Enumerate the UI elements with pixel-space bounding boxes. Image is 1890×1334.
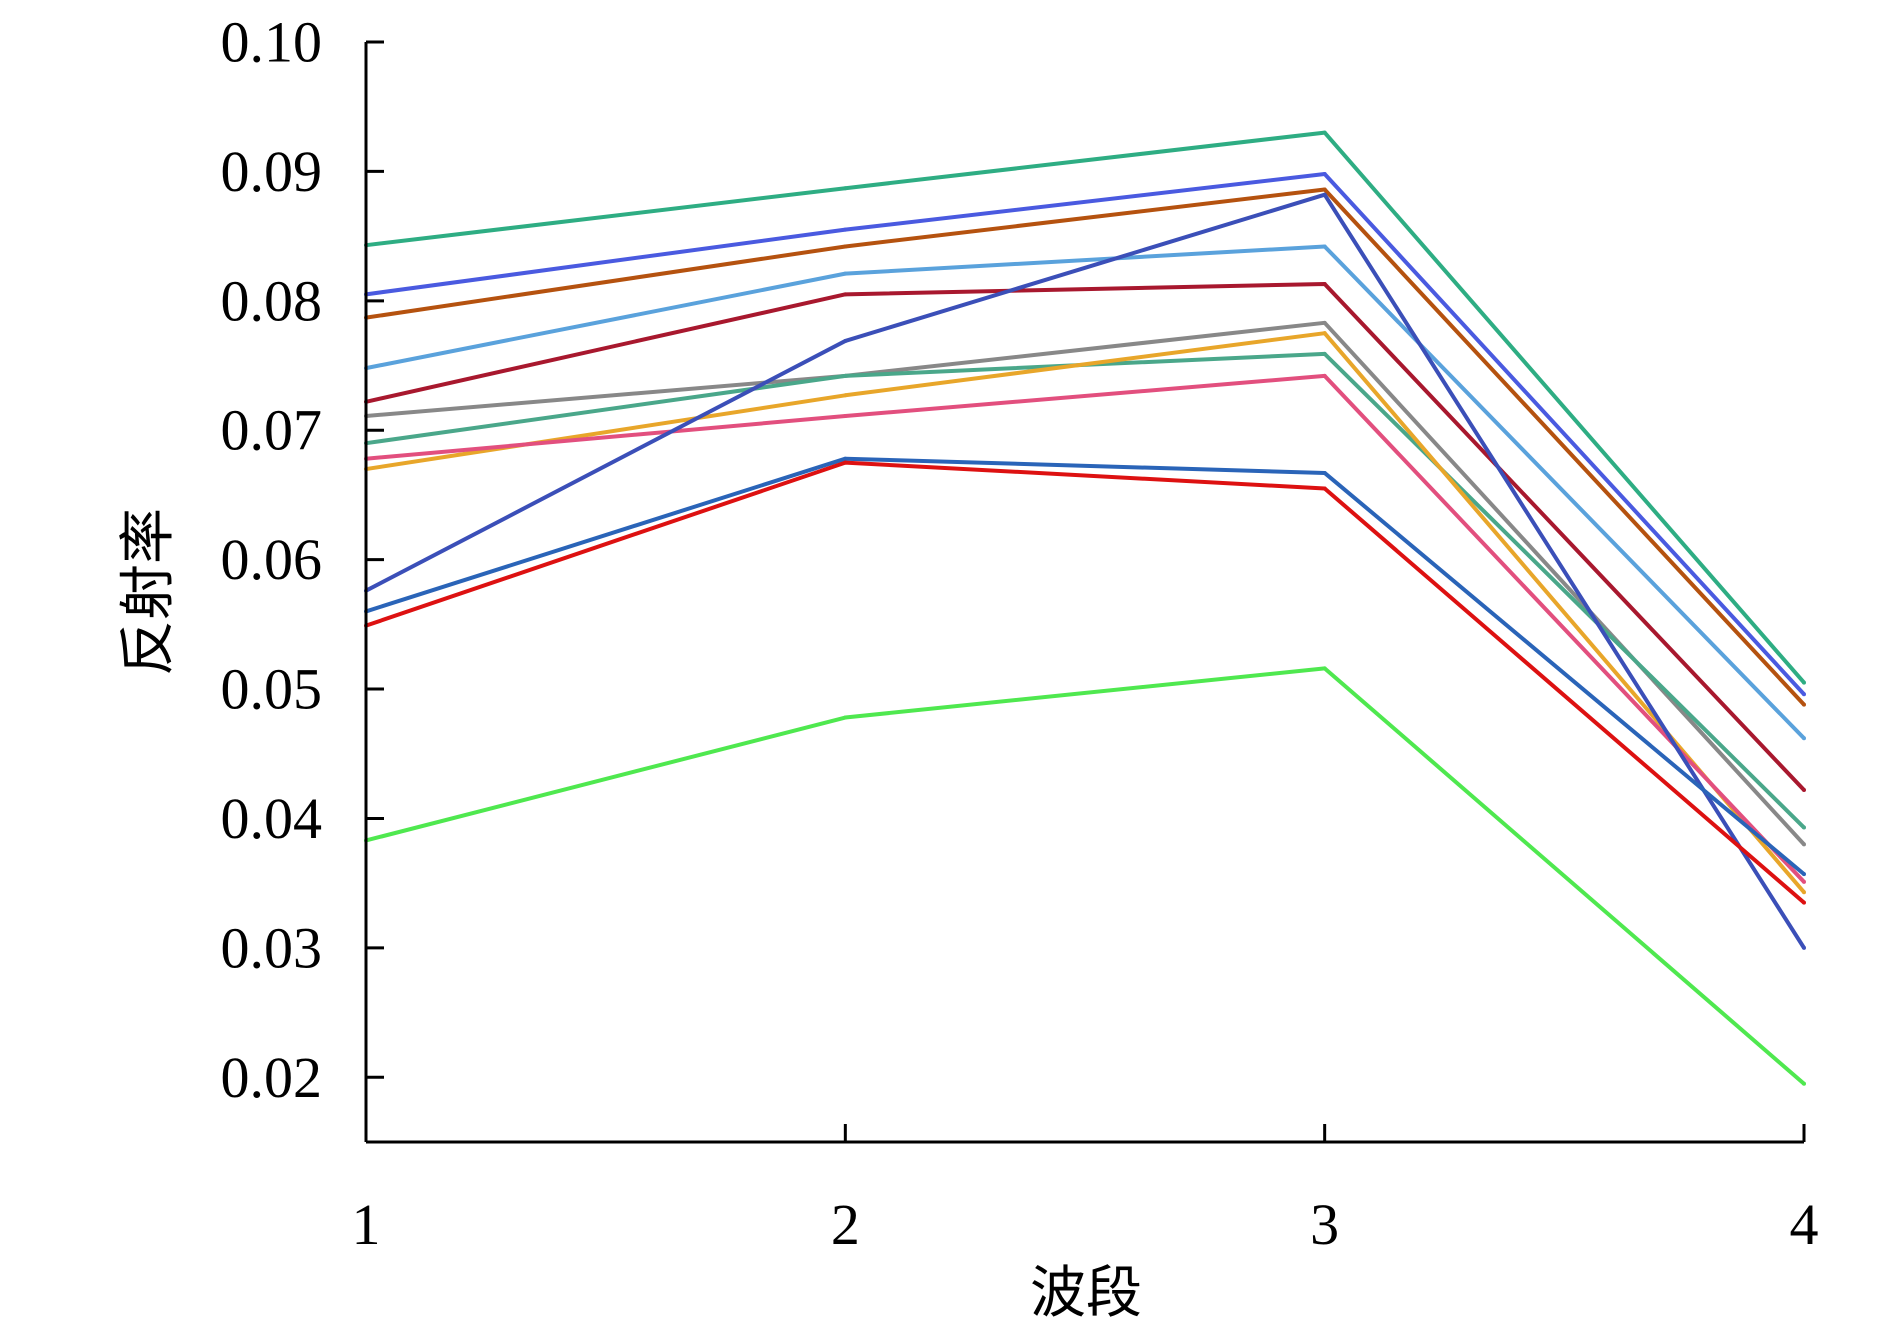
series-6	[364, 320, 1806, 847]
data-point	[1802, 900, 1806, 905]
series-7	[364, 351, 1806, 830]
series-line	[365, 456, 1806, 876]
data-point	[1322, 486, 1327, 491]
x-tick-label: 1	[352, 1192, 381, 1257]
series-1	[364, 130, 1806, 685]
y-tick-label: 0.03	[221, 915, 323, 980]
data-point	[843, 338, 848, 343]
data-point	[1322, 282, 1327, 286]
series-line	[365, 187, 1806, 706]
x-axis-title: 波段	[1030, 1261, 1142, 1326]
data-point	[1322, 172, 1327, 176]
series-line	[365, 282, 1806, 792]
data-point	[843, 186, 848, 191]
x-tick-label: 2	[831, 1192, 860, 1257]
y-tick-label: 0.02	[221, 1045, 323, 1110]
series-line	[365, 320, 1806, 846]
y-tick-label: 0.06	[221, 527, 323, 592]
y-axis-title: 反射率	[116, 508, 181, 676]
series-line	[365, 666, 1806, 1086]
series-line	[365, 244, 1806, 740]
data-point	[843, 715, 848, 720]
y-tick-label: 0.08	[221, 268, 323, 333]
series-line	[365, 192, 1806, 949]
series-13	[364, 666, 1806, 1086]
x-tick-label: 4	[1790, 1192, 1819, 1257]
x-ticks: 1 2 3 4	[352, 1124, 1819, 1257]
series-line	[365, 331, 1806, 894]
data-point	[1322, 130, 1327, 135]
series-line	[365, 373, 1806, 884]
series-10	[364, 192, 1806, 950]
data-point	[843, 460, 848, 465]
y-tick-label: 0.10	[221, 10, 323, 75]
series-9	[364, 373, 1806, 884]
series-line	[365, 460, 1806, 905]
y-tick-label: 0.05	[221, 657, 323, 722]
data-point	[1802, 736, 1806, 741]
data-point	[1802, 890, 1806, 895]
data-point	[1802, 825, 1806, 830]
data-point	[1322, 187, 1327, 192]
data-point	[1802, 788, 1806, 792]
y-ticks: 0.02 0.03 0.04 0.05 0.06 0.07 0.08 0.09 0.10	[221, 10, 384, 1110]
data-point	[843, 393, 848, 398]
y-tick-label: 0.07	[221, 398, 323, 463]
data-point	[1322, 192, 1327, 197]
data-point	[1802, 945, 1806, 950]
y-tick-label: 0.09	[221, 139, 323, 204]
series-layer	[364, 130, 1806, 1086]
data-point	[843, 373, 848, 378]
data-point	[1322, 351, 1327, 356]
data-point	[843, 271, 848, 276]
series-line	[365, 172, 1806, 696]
x-tick-label: 3	[1310, 1192, 1339, 1257]
data-point	[1802, 872, 1806, 877]
data-point	[1802, 692, 1806, 697]
data-point	[1322, 373, 1327, 378]
data-point	[1802, 702, 1806, 707]
data-point	[1322, 331, 1327, 336]
data-point	[843, 227, 848, 232]
data-point	[1802, 1081, 1806, 1086]
data-point	[843, 244, 848, 249]
data-point	[843, 456, 848, 461]
data-point	[1322, 666, 1327, 671]
data-point	[1802, 680, 1806, 685]
data-point	[1322, 470, 1327, 475]
data-point	[843, 292, 848, 297]
data-point	[1802, 879, 1806, 884]
series-12	[364, 460, 1806, 905]
series-line	[365, 130, 1806, 684]
data-point	[1802, 842, 1806, 847]
series-4	[364, 244, 1806, 741]
data-point	[1322, 320, 1327, 325]
data-point	[843, 414, 848, 418]
y-tick-label: 0.04	[221, 786, 323, 851]
data-point	[1322, 244, 1327, 249]
series-line	[365, 351, 1806, 829]
